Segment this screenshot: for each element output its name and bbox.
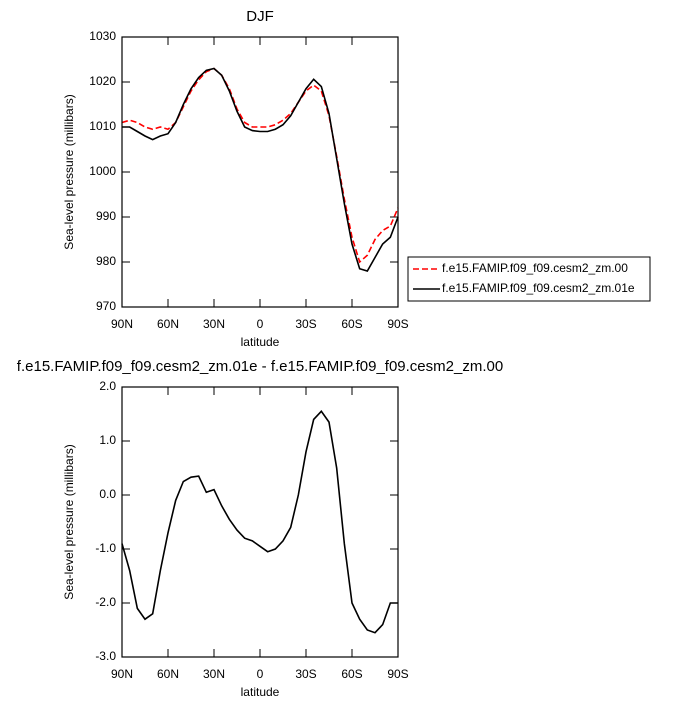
- x-tick-label: 30N: [203, 667, 225, 681]
- x-tick-label: 60S: [341, 667, 362, 681]
- y-tick-label: 1020: [89, 74, 116, 88]
- y-tick-label: 0.0: [99, 487, 116, 501]
- x-tick-label: 30N: [203, 317, 225, 331]
- chart-title: DJF: [246, 8, 274, 25]
- y-axis-label: Sea-level pressure (millibars): [62, 444, 76, 599]
- x-tick-label: 0: [257, 317, 264, 331]
- x-tick-label: 60N: [157, 317, 179, 331]
- y-tick-label: 1030: [89, 29, 116, 43]
- y-tick-label: 2.0: [99, 379, 116, 393]
- y-tick-label: 970: [96, 299, 116, 313]
- chart-title: f.e15.FAMIP.f09_f09.cesm2_zm.01e - f.e15…: [17, 358, 503, 375]
- x-tick-label: 60S: [341, 317, 362, 331]
- y-tick-label: 980: [96, 254, 116, 268]
- y-tick-label: -3.0: [95, 649, 116, 663]
- x-tick-label: 0: [257, 667, 264, 681]
- plot-frame: [121, 386, 399, 658]
- x-tick-label: 60N: [157, 667, 179, 681]
- x-axis-label: latitude: [241, 685, 280, 699]
- x-tick-label: 90S: [387, 667, 408, 681]
- x-tick-label: 90S: [387, 317, 408, 331]
- legend-box: [407, 256, 651, 302]
- x-tick-label: 90N: [111, 317, 133, 331]
- y-axis-label: Sea-level pressure (millibars): [62, 94, 76, 249]
- y-tick-label: -1.0: [95, 541, 116, 555]
- x-tick-label: 90N: [111, 667, 133, 681]
- data-line: [122, 67, 399, 272]
- plot-frame: [121, 36, 399, 308]
- y-tick-label: 1010: [89, 119, 116, 133]
- data-line: [121, 67, 399, 264]
- y-tick-label: -2.0: [95, 595, 116, 609]
- x-tick-label: 30S: [295, 317, 316, 331]
- y-tick-label: 1.0: [99, 433, 116, 447]
- legend-label: f.e15.FAMIP.f09_f09.cesm2_zm.00: [442, 261, 628, 275]
- legend-label: f.e15.FAMIP.f09_f09.cesm2_zm.01e: [442, 281, 635, 295]
- x-tick-label: 30S: [295, 667, 316, 681]
- x-axis-label: latitude: [241, 335, 280, 349]
- y-tick-label: 990: [96, 209, 116, 223]
- data-line: [121, 410, 398, 634]
- y-tick-label: 1000: [89, 164, 116, 178]
